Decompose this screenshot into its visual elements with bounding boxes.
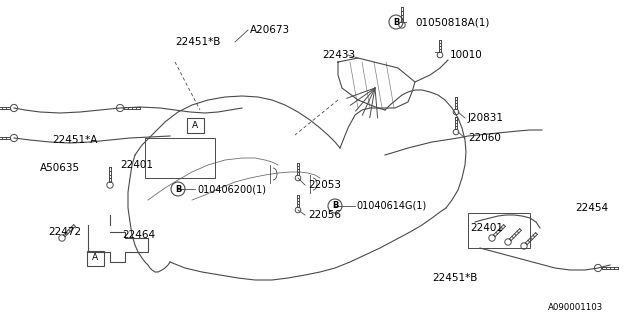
FancyBboxPatch shape xyxy=(186,117,204,132)
Text: 22472: 22472 xyxy=(48,227,81,237)
Text: A20673: A20673 xyxy=(250,25,290,35)
Text: 22056: 22056 xyxy=(308,210,341,220)
Text: A090001103: A090001103 xyxy=(548,303,604,313)
Text: 22451*A: 22451*A xyxy=(52,135,97,145)
Text: 01050818A(1): 01050818A(1) xyxy=(415,17,490,27)
Text: B: B xyxy=(332,202,338,211)
Text: 22451*B: 22451*B xyxy=(432,273,477,283)
Text: B: B xyxy=(393,18,399,27)
Text: J20831: J20831 xyxy=(468,113,504,123)
Text: 10010: 10010 xyxy=(450,50,483,60)
Text: 22433: 22433 xyxy=(322,50,355,60)
Text: A: A xyxy=(192,121,198,130)
Text: 22401: 22401 xyxy=(120,160,153,170)
Text: 010406200(1): 010406200(1) xyxy=(197,184,266,194)
FancyBboxPatch shape xyxy=(86,251,104,266)
Text: B: B xyxy=(175,185,181,194)
Text: 22053: 22053 xyxy=(308,180,341,190)
Text: 22060: 22060 xyxy=(468,133,501,143)
Text: A: A xyxy=(92,253,98,262)
Bar xyxy=(468,213,530,248)
Text: 22451*B: 22451*B xyxy=(175,37,220,47)
Text: 22454: 22454 xyxy=(575,203,608,213)
Text: 01040614G(1): 01040614G(1) xyxy=(356,201,426,211)
Bar xyxy=(145,138,215,178)
Text: 22464: 22464 xyxy=(122,230,155,240)
Text: 22401: 22401 xyxy=(470,223,503,233)
Text: A50635: A50635 xyxy=(40,163,80,173)
